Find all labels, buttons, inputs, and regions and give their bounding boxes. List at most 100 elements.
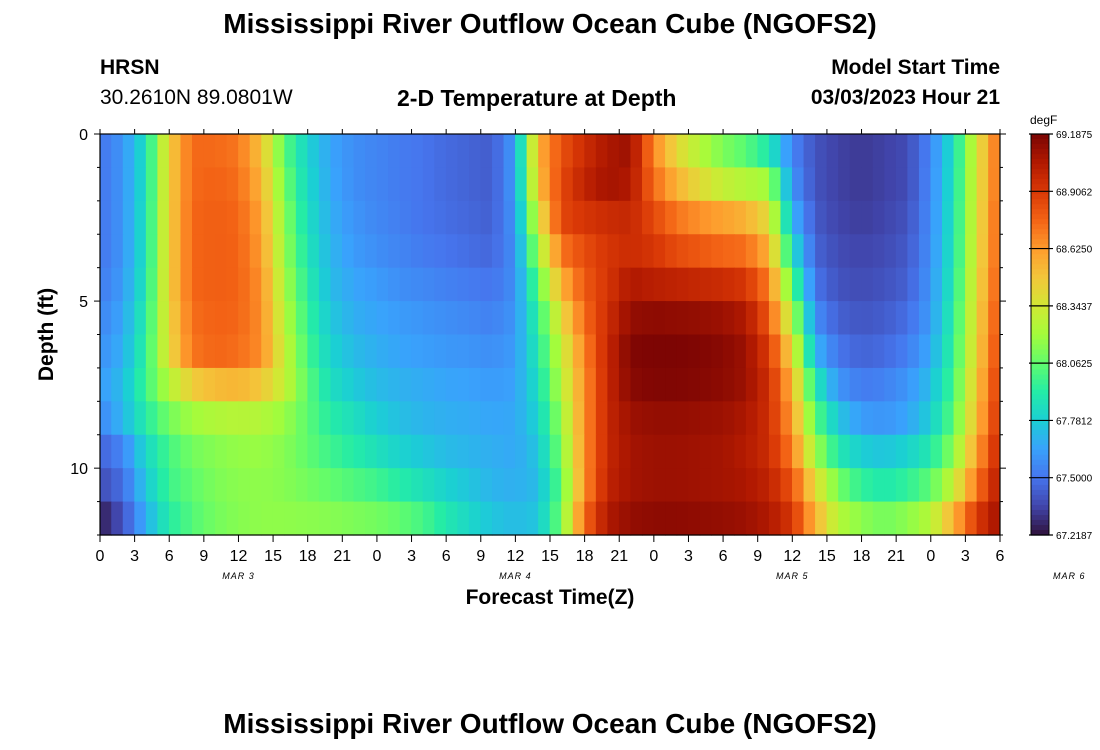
colorbar-segment [1031, 444, 1049, 451]
heatmap-cell [780, 267, 793, 302]
heatmap-cell [226, 267, 239, 302]
heatmap-cell [861, 200, 874, 235]
colorbar-segment [1031, 369, 1049, 376]
colorbar-tick-label: 68.3437 [1056, 302, 1093, 313]
heatmap-cell [215, 167, 228, 202]
heatmap-cell [434, 167, 447, 202]
heatmap-cell [815, 468, 828, 503]
heatmap-cell [549, 334, 562, 369]
heatmap-cell [561, 167, 574, 202]
heatmap-cell [468, 434, 482, 469]
heatmap-cell [388, 367, 401, 402]
heatmap-cell [676, 501, 689, 536]
heatmap-cell [203, 167, 216, 202]
heatmap-cell [353, 267, 366, 302]
heatmap-cell [907, 267, 920, 302]
heatmap-cell [561, 134, 574, 169]
heatmap-cell [872, 367, 885, 402]
heatmap-cell [480, 334, 493, 369]
heatmap-cell [134, 468, 147, 503]
heatmap-cell [722, 401, 735, 436]
heatmap-cell [145, 468, 158, 503]
heatmap-cell [826, 434, 839, 469]
heatmap-cell [561, 501, 574, 536]
colorbar-segment [1031, 419, 1049, 426]
heatmap-cell [734, 200, 747, 235]
heatmap-cell [249, 367, 262, 402]
colorbar-segment [1031, 384, 1049, 391]
heatmap-cell [468, 200, 482, 235]
heatmap-cell [907, 334, 920, 369]
heatmap-cell [688, 367, 701, 402]
heatmap-cell [307, 401, 320, 436]
heatmap-cell [203, 501, 216, 536]
heatmap-cell [503, 200, 516, 235]
plot-subtitle: 2-D Temperature at Depth [397, 85, 677, 111]
heatmap-cell [180, 501, 193, 536]
heatmap-cell [561, 401, 574, 436]
heatmap-cell [99, 468, 112, 503]
heatmap-cell [503, 401, 516, 436]
heatmap-cell [607, 434, 620, 469]
heatmap-cell [492, 134, 505, 169]
heatmap-cell [561, 200, 574, 235]
heatmap-cell [584, 367, 597, 402]
heatmap-cell [792, 167, 805, 202]
heatmap-cell [653, 167, 666, 202]
heatmap-cell [815, 501, 828, 536]
heatmap-cell [849, 167, 862, 202]
heatmap-cell [238, 200, 251, 235]
colorbar-segment [1031, 244, 1049, 250]
heatmap-cell [376, 267, 389, 302]
heatmap-cell [215, 367, 228, 402]
heatmap-cell [757, 334, 770, 369]
heatmap-cell [261, 267, 274, 302]
heatmap-cell [942, 301, 955, 336]
colorbar-segment [1031, 274, 1049, 280]
heatmap-cell [307, 267, 320, 302]
heatmap-cell [215, 301, 228, 336]
heatmap-cell [815, 434, 828, 469]
heatmap-cell [618, 167, 632, 202]
heatmap-cell [884, 434, 897, 469]
heatmap-cell [492, 167, 505, 202]
heatmap-cell [215, 200, 228, 235]
heatmap-cell [526, 468, 539, 503]
heatmap-cell [607, 501, 620, 536]
heatmap-cell [399, 267, 412, 302]
heatmap-cell [861, 234, 874, 269]
heatmap-cell [168, 401, 182, 436]
heatmap-cell [422, 434, 435, 469]
heatmap-cell [849, 134, 862, 169]
heatmap-cell [203, 234, 216, 269]
heatmap-cell [572, 501, 585, 536]
heatmap-cell [284, 434, 297, 469]
heatmap-cell [376, 334, 389, 369]
heatmap-cell [826, 134, 839, 169]
heatmap-cell [515, 134, 528, 169]
heatmap-cell [272, 134, 285, 169]
heatmap-cell [157, 267, 170, 302]
heatmap-cell [653, 401, 666, 436]
heatmap-cell [134, 434, 147, 469]
heatmap-cell [745, 501, 758, 536]
heatmap-cell [803, 434, 816, 469]
colorbar-segment [1031, 204, 1049, 210]
heatmap-cell [895, 434, 908, 469]
heatmap-cell [388, 401, 401, 436]
colorbar-segment [1031, 469, 1049, 476]
heatmap-cell [468, 334, 482, 369]
heatmap-cell [849, 434, 862, 469]
heatmap-cell [318, 200, 332, 235]
heatmap-cell [365, 134, 378, 169]
heatmap-cell [676, 301, 689, 336]
heatmap-cell [342, 267, 355, 302]
heatmap-cell [861, 334, 874, 369]
heatmap-cell [549, 234, 562, 269]
heatmap-cell [492, 267, 505, 302]
heatmap-cell [872, 334, 885, 369]
heatmap-cell [745, 401, 758, 436]
heatmap-cell [665, 134, 678, 169]
heatmap-cell [122, 501, 135, 536]
heatmap-cell [757, 434, 770, 469]
